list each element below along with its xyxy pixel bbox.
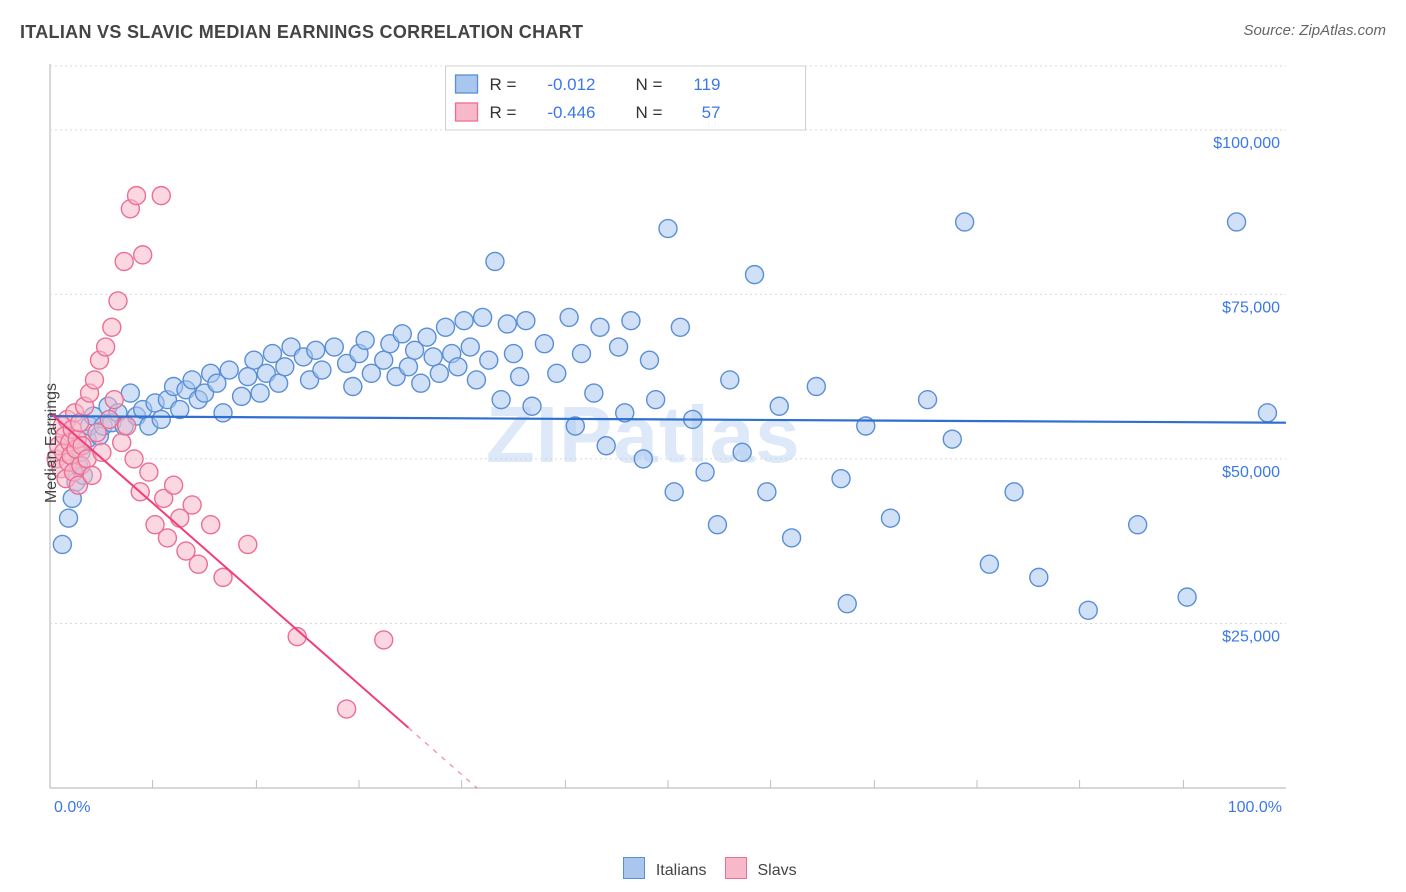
y-axis-label: Median Earnings — [43, 383, 61, 503]
chart-title: ITALIAN VS SLAVIC MEDIAN EARNINGS CORREL… — [20, 22, 583, 42]
svg-text:$25,000: $25,000 — [1222, 628, 1280, 645]
svg-text:0.0%: 0.0% — [54, 799, 90, 816]
svg-text:$100,000: $100,000 — [1213, 135, 1280, 152]
svg-text:R =: R = — [490, 75, 517, 94]
footer-legend: Italians Slavs — [0, 857, 1406, 880]
svg-text:N =: N = — [636, 75, 663, 94]
legend-label-slavs: Slavs — [757, 862, 796, 879]
svg-text:N =: N = — [636, 103, 663, 122]
scatter-plot-svg: $25,000$50,000$75,000$100,0000.0%100.0%Z… — [46, 58, 1386, 828]
svg-text:$50,000: $50,000 — [1222, 464, 1280, 481]
legend-swatch-slavs — [725, 857, 747, 879]
legend-swatch-italians — [623, 857, 645, 879]
svg-text:-0.446: -0.446 — [547, 103, 595, 122]
legend-label-italians: Italians — [656, 862, 707, 879]
plot-area: Median Earnings $25,000 $50,000 $75,000 $10… — [46, 58, 1386, 828]
svg-text:$75,000: $75,000 — [1222, 299, 1280, 316]
svg-text:100.0%: 100.0% — [1228, 799, 1282, 816]
svg-text:R =: R = — [490, 103, 517, 122]
svg-text:-0.012: -0.012 — [547, 75, 595, 94]
svg-text:57: 57 — [702, 103, 721, 122]
chart-header: ITALIAN VS SLAVIC MEDIAN EARNINGS CORREL… — [20, 22, 1386, 52]
chart-source: Source: ZipAtlas.com — [1243, 22, 1386, 39]
svg-text:119: 119 — [693, 75, 720, 94]
